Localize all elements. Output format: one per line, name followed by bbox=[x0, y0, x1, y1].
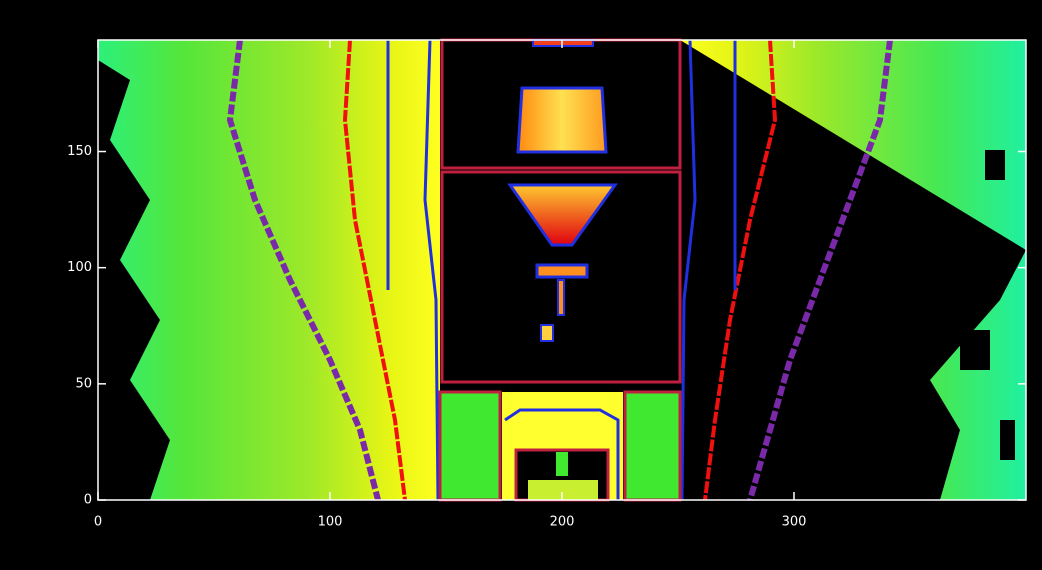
x-tick-label: 200 bbox=[550, 515, 575, 530]
y-tick-label: 150 bbox=[67, 144, 92, 159]
image bbox=[98, 40, 1026, 500]
chart: 0 100 200 300 0 50 100 150 bbox=[0, 0, 1042, 570]
x-tick-label: 300 bbox=[782, 515, 807, 530]
y-tick-label: 0 bbox=[84, 493, 92, 508]
x-tick-label: 100 bbox=[318, 515, 343, 530]
y-tick-label: 100 bbox=[67, 260, 92, 275]
page: 0100200300050100150 (() => { const data … bbox=[0, 0, 1042, 570]
y-tick-label: 50 bbox=[75, 376, 92, 391]
x-tick-label: 0 bbox=[94, 515, 102, 530]
